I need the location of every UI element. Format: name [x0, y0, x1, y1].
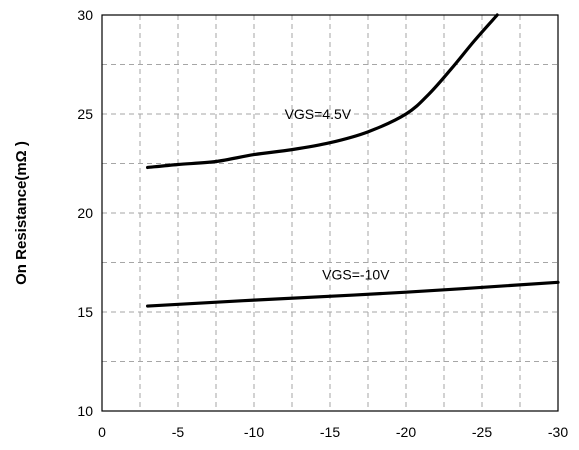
- y-tick-label: 15: [77, 304, 93, 320]
- x-tick-label: -20: [396, 424, 416, 440]
- gridlines: [102, 15, 558, 411]
- y-tick-label: 20: [77, 205, 93, 221]
- x-tick-label: -5: [172, 424, 185, 440]
- y-tick-label: 25: [77, 106, 93, 122]
- x-tick-label: -30: [548, 424, 568, 440]
- plot-frame: [101, 14, 559, 412]
- series-label: VGS=4.5V: [285, 106, 352, 122]
- x-tick-label: -10: [244, 424, 264, 440]
- y-axis-title: On Resistance(mΩ ): [13, 141, 30, 285]
- y-tick-label: 10: [77, 403, 93, 419]
- series-line-0: [146, 13, 499, 170]
- series-lines: [146, 13, 560, 308]
- series-line-1: [146, 280, 560, 308]
- x-tick-label: 0: [98, 424, 106, 440]
- series-label: VGS=-10V: [322, 266, 390, 282]
- y-tick-label: 30: [77, 7, 93, 23]
- y-tick-labels: 10 15 20 25 30: [77, 7, 93, 419]
- x-tick-labels: 0 -5 -10 -15 -20 -25 -30: [98, 424, 568, 440]
- x-tick-label: -15: [320, 424, 340, 440]
- x-tick-label: -25: [472, 424, 492, 440]
- series-annotations: VGS=4.5V VGS=-10V: [285, 106, 391, 282]
